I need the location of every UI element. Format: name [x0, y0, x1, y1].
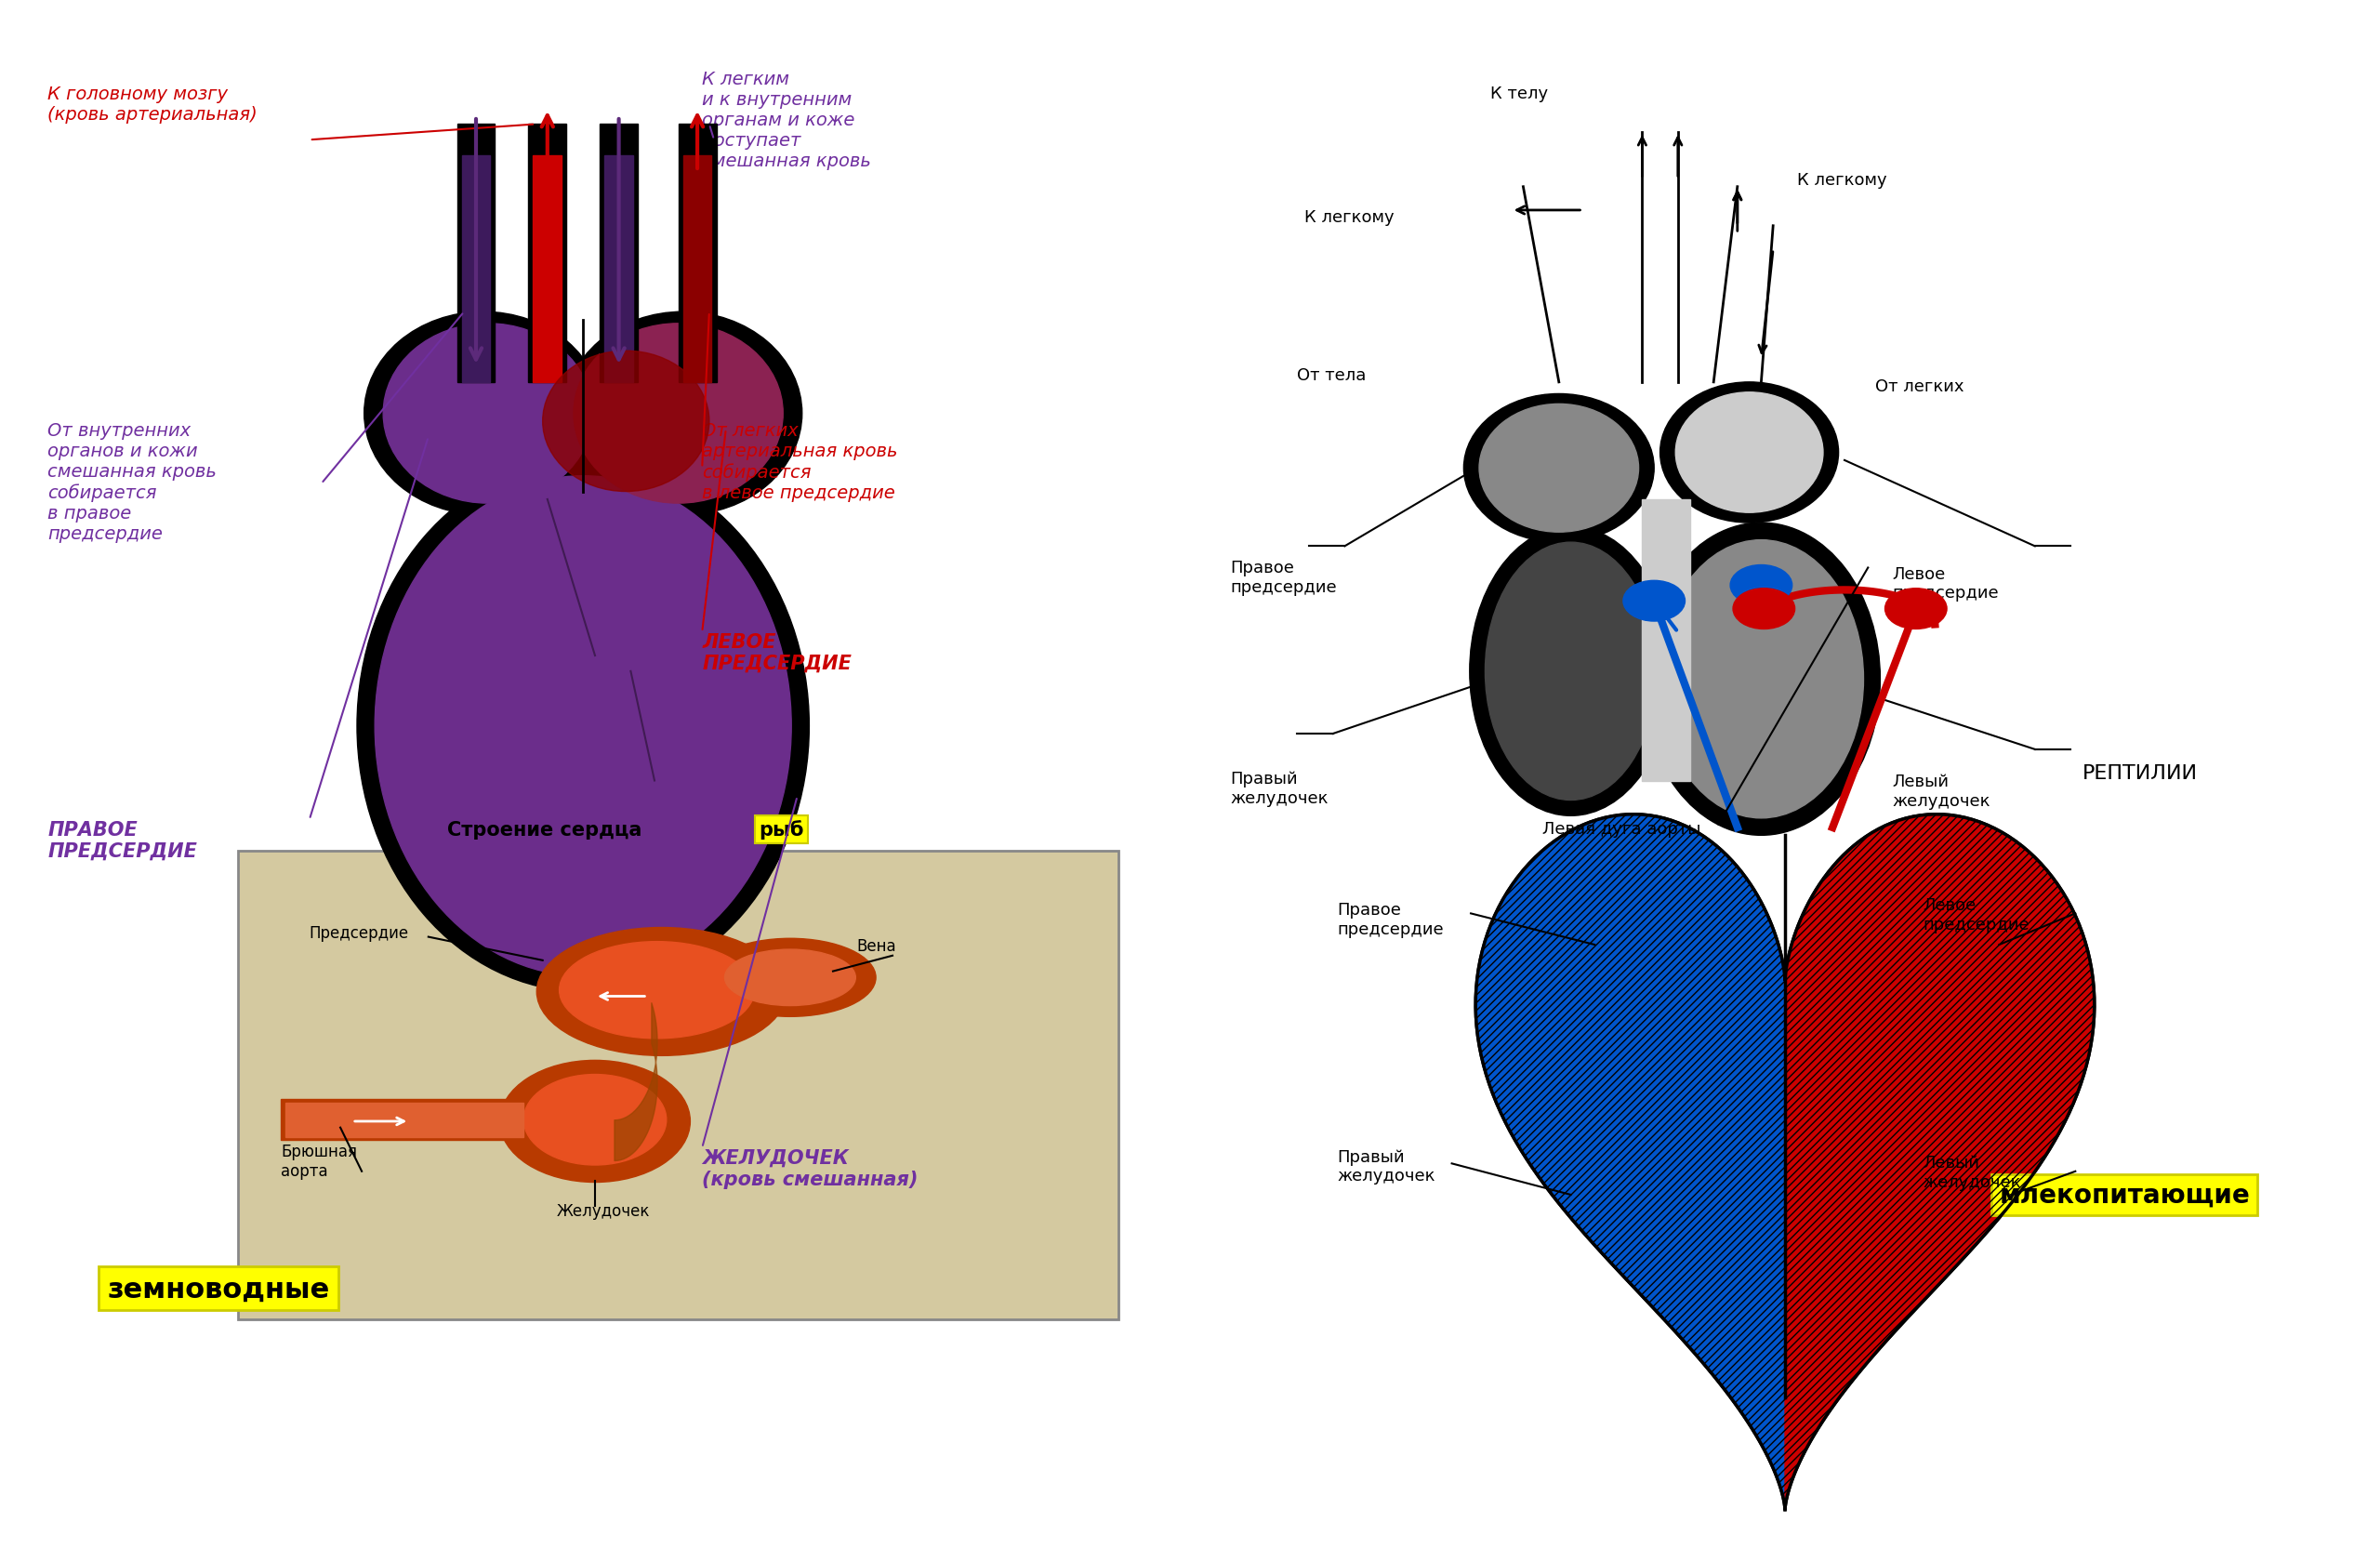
Ellipse shape [538, 928, 785, 1056]
Ellipse shape [1485, 544, 1656, 801]
Ellipse shape [726, 950, 857, 1006]
Bar [462, 156, 490, 383]
Ellipse shape [357, 461, 809, 992]
Bar [281, 1100, 531, 1140]
Circle shape [1730, 565, 1792, 606]
Ellipse shape [704, 939, 876, 1017]
Text: Левое
предсердие: Левое предсердие [1923, 897, 2030, 933]
Text: ЛЕВОЕ
ПРЕДСЕРДИЕ: ЛЕВОЕ ПРЕДСЕРДИЕ [702, 633, 852, 673]
Ellipse shape [1661, 383, 1840, 523]
Bar [286, 1103, 524, 1137]
Text: От тела: От тела [1297, 367, 1366, 384]
Ellipse shape [1659, 540, 1864, 818]
Ellipse shape [574, 325, 783, 505]
Text: Правое
предсердие: Правое предсердие [1230, 559, 1338, 595]
Text: От легких
артериальная кровь
собирается
в левое предсердие: От легких артериальная кровь собирается … [702, 422, 897, 501]
Polygon shape [1785, 815, 2094, 1510]
Ellipse shape [1676, 394, 1823, 514]
Ellipse shape [1464, 395, 1654, 544]
Bar [678, 125, 716, 383]
Text: Правое
предсердие: Правое предсердие [1338, 901, 1445, 937]
Text: От внутренних
органов и кожи
смешанная кровь
собирается
в правое
предсердие: От внутренних органов и кожи смешанная к… [48, 422, 217, 542]
Text: Левое
предсердие: Левое предсердие [1892, 565, 1999, 601]
Text: К телу: К телу [1490, 86, 1547, 103]
Circle shape [1885, 589, 1947, 629]
Bar [1642, 500, 1690, 781]
Text: Правый
желудочек: Правый желудочек [1230, 770, 1328, 806]
Ellipse shape [559, 942, 754, 1039]
Text: Желудочек: Желудочек [557, 1203, 650, 1220]
Bar [605, 156, 633, 383]
Polygon shape [1476, 815, 2094, 1510]
Bar [528, 125, 566, 383]
Text: Строение сердца: Строение сердца [447, 820, 650, 839]
Text: Левый
желудочек: Левый желудочек [1892, 773, 1990, 809]
Ellipse shape [524, 1075, 666, 1165]
Bar [457, 125, 495, 383]
Text: К легкому: К легкому [1304, 209, 1395, 226]
Text: РЕПТИЛИИ: РЕПТИЛИИ [2082, 764, 2197, 783]
Text: Правый
желудочек: Правый желудочек [1338, 1148, 1435, 1184]
Ellipse shape [500, 1061, 690, 1182]
Ellipse shape [364, 312, 602, 515]
Text: Вена: Вена [857, 937, 897, 954]
Bar [683, 156, 712, 383]
Text: Брюшная
аорта: Брюшная аорта [281, 1143, 357, 1179]
Polygon shape [1476, 815, 1785, 1510]
Text: рыб: рыб [759, 820, 804, 839]
Ellipse shape [564, 312, 802, 515]
Circle shape [1733, 589, 1795, 629]
FancyBboxPatch shape [238, 851, 1119, 1320]
Text: млекопитающие: млекопитающие [1999, 1182, 2249, 1207]
Text: Левая дуга аорты: Левая дуга аорты [1542, 820, 1702, 837]
Text: К легким
и к внутренним
органам и коже
поступает
смешанная кровь: К легким и к внутренним органам и коже п… [702, 70, 871, 170]
Ellipse shape [376, 476, 790, 976]
Text: ЖЕЛУДОЧЕК
(кровь смешанная): ЖЕЛУДОЧЕК (кровь смешанная) [702, 1148, 919, 1189]
Text: К легкому: К легкому [1797, 172, 1887, 189]
Ellipse shape [543, 351, 709, 492]
Text: От легких: От легких [1875, 378, 1964, 395]
Text: К головному мозгу
(кровь артериальная): К головному мозгу (кровь артериальная) [48, 86, 257, 123]
Circle shape [1623, 581, 1685, 622]
Text: Левый
желудочек: Левый желудочек [1923, 1154, 2021, 1190]
Ellipse shape [1471, 528, 1671, 817]
Text: земноводные: земноводные [107, 1275, 328, 1303]
Bar [533, 156, 562, 383]
Ellipse shape [1478, 405, 1637, 533]
Ellipse shape [1642, 523, 1880, 836]
Text: Предсердие: Предсердие [309, 925, 409, 942]
Bar [600, 125, 638, 383]
Ellipse shape [383, 325, 593, 505]
Text: ПРАВОЕ
ПРЕДСЕРДИЕ: ПРАВОЕ ПРЕДСЕРДИЕ [48, 820, 198, 861]
